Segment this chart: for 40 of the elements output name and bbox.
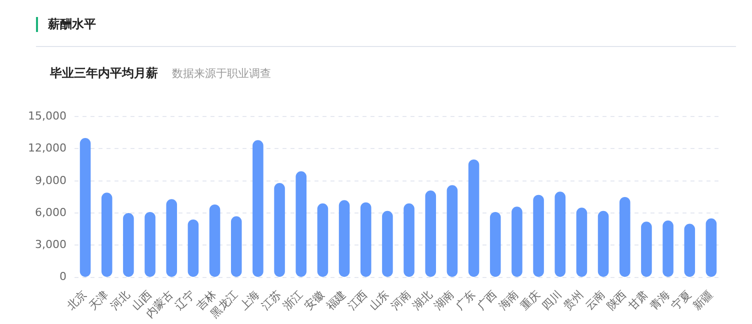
bar	[576, 208, 588, 277]
y-tick-label: 3,000	[34, 238, 66, 252]
bar	[490, 212, 501, 277]
bar	[684, 224, 696, 277]
bar	[404, 203, 414, 277]
bar	[209, 204, 220, 277]
chart-title: 薪酬水平	[48, 16, 96, 33]
bar	[598, 210, 609, 277]
bar	[382, 210, 393, 277]
bar	[360, 202, 372, 277]
bar	[80, 138, 91, 277]
bar	[230, 216, 242, 277]
bar	[533, 194, 544, 277]
x-tick-label: 辽宁	[172, 288, 198, 313]
bar	[641, 222, 652, 277]
bar	[274, 183, 285, 277]
bar	[144, 212, 156, 277]
y-tick-label: 9,000	[34, 174, 66, 187]
chart-subtitle: 毕业三年内平均月薪	[50, 65, 158, 82]
y-tick-label: 12,000	[28, 142, 66, 155]
y-tick-label: 6,000	[34, 206, 66, 219]
bar	[188, 219, 199, 277]
bar	[446, 185, 458, 277]
bar	[296, 171, 307, 277]
bar	[425, 190, 436, 277]
y-tick-label: 15,000	[28, 109, 66, 122]
bar	[338, 200, 350, 277]
bar	[512, 206, 522, 277]
bar	[619, 196, 630, 277]
y-tick-label: 0	[59, 270, 66, 284]
text: 数据来源于职业调查	[172, 66, 271, 81]
bar	[166, 199, 178, 277]
bar	[252, 140, 264, 277]
bar	[317, 203, 328, 277]
bar	[662, 220, 674, 277]
bar	[123, 213, 134, 277]
bar	[554, 192, 566, 277]
bar	[101, 192, 112, 277]
bar	[706, 218, 717, 277]
bar	[468, 159, 480, 277]
